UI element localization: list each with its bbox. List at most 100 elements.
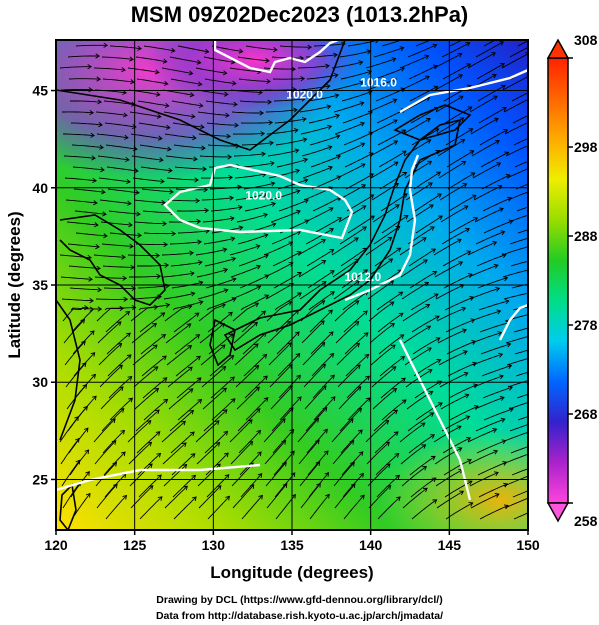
streamline <box>177 230 210 234</box>
streamline <box>400 444 426 465</box>
streamline-arrowhead <box>503 482 509 488</box>
streamline-arrowhead <box>286 320 292 326</box>
streamline-arrowhead <box>391 366 397 371</box>
streamline-arrowhead <box>157 135 163 141</box>
streamline-arrowhead <box>499 41 505 46</box>
streamline <box>137 100 169 107</box>
streamline <box>414 380 442 399</box>
streamline <box>304 207 334 223</box>
coastline-hokkaido <box>393 104 472 141</box>
streamline <box>69 287 102 291</box>
streamline-arrowhead <box>169 189 174 195</box>
streamline <box>132 177 165 183</box>
streamline-arrowhead <box>261 151 266 157</box>
streamline <box>97 321 122 344</box>
streamline <box>97 155 129 161</box>
streamline <box>128 441 152 465</box>
x-tick-label: 140 <box>359 537 383 553</box>
streamline-arrowhead <box>544 409 548 413</box>
streamline-arrowhead <box>223 91 229 97</box>
streamline <box>269 364 293 388</box>
streamline <box>301 320 325 344</box>
streamline-arrowhead <box>121 67 126 73</box>
streamline <box>59 416 79 443</box>
streamline <box>161 67 193 75</box>
streamline-arrowhead <box>197 260 203 266</box>
streamline <box>334 122 365 135</box>
streamline <box>368 485 392 509</box>
streamline-arrowhead <box>154 387 160 393</box>
streamline <box>380 193 408 212</box>
streamline-arrowhead <box>94 222 99 228</box>
streamline <box>470 310 501 322</box>
streamline <box>170 261 202 267</box>
streamline-arrowhead <box>255 408 261 413</box>
streamline-arrowhead <box>221 303 226 309</box>
streamline <box>399 55 429 69</box>
streamline-arrowhead <box>201 145 206 151</box>
streamline-arrowhead <box>121 254 126 260</box>
streamline-arrowhead <box>470 172 476 177</box>
streamline-arrowhead <box>540 323 544 327</box>
streamline-arrowhead <box>529 474 533 478</box>
streamline-arrowhead <box>88 87 94 93</box>
streamline <box>336 163 366 179</box>
streamline-arrowhead <box>164 262 170 268</box>
streamline <box>370 161 399 179</box>
streamline <box>476 254 507 267</box>
streamline-arrowhead <box>155 253 161 259</box>
streamline-arrowhead <box>500 84 506 90</box>
streamline <box>279 45 312 48</box>
streamline <box>99 199 132 205</box>
streamline-arrowhead <box>165 283 170 289</box>
streamline-arrowhead <box>314 417 320 423</box>
streamline <box>63 155 96 159</box>
streamline <box>238 78 271 82</box>
streamline <box>447 362 477 377</box>
streamline <box>469 287 500 300</box>
streamline-arrowhead <box>125 310 131 316</box>
colorbar-tick-label: 308 <box>574 32 598 48</box>
streamline <box>302 166 333 179</box>
streamline <box>304 385 327 410</box>
isobar-1012 <box>344 154 420 302</box>
streamline-arrowhead <box>467 480 473 486</box>
streamline <box>163 292 195 300</box>
streamline <box>509 237 528 245</box>
streamline <box>74 210 107 215</box>
streamline-arrowhead <box>394 204 400 209</box>
streamline-arrowhead <box>427 369 433 374</box>
streamline-arrowhead <box>456 238 462 244</box>
streamline <box>239 274 269 289</box>
streamline-arrowhead <box>433 293 439 299</box>
streamline-arrowhead <box>537 109 541 113</box>
streamline-arrowhead <box>126 178 131 185</box>
streamline-arrowhead <box>508 385 514 391</box>
streamline <box>371 366 397 388</box>
streamline-arrowhead <box>504 151 510 157</box>
streamline <box>411 499 437 520</box>
x-tick-label: 120 <box>44 537 68 553</box>
streamline-arrowhead <box>321 385 327 391</box>
streamline-arrowhead <box>354 321 360 326</box>
streamline-arrowhead <box>256 264 261 270</box>
streamline-arrowhead <box>375 40 380 44</box>
streamline-arrowhead <box>195 334 201 339</box>
streamline <box>64 177 97 182</box>
streamline-arrowhead <box>262 353 268 359</box>
streamline <box>300 125 332 135</box>
streamline <box>107 188 140 194</box>
streamline <box>309 135 340 146</box>
streamline-arrowhead <box>123 296 129 302</box>
streamline-arrowhead <box>118 364 123 370</box>
streamline-arrowhead <box>530 495 534 499</box>
y-tick-label: 30 <box>32 374 48 390</box>
streamline-arrowhead <box>225 112 230 118</box>
streamline <box>264 440 286 465</box>
streamline <box>172 301 203 311</box>
streamline-arrowhead <box>226 133 231 139</box>
streamline <box>399 422 426 443</box>
streamline <box>309 309 333 333</box>
streamline <box>442 63 471 80</box>
streamline-arrowhead <box>355 364 361 370</box>
